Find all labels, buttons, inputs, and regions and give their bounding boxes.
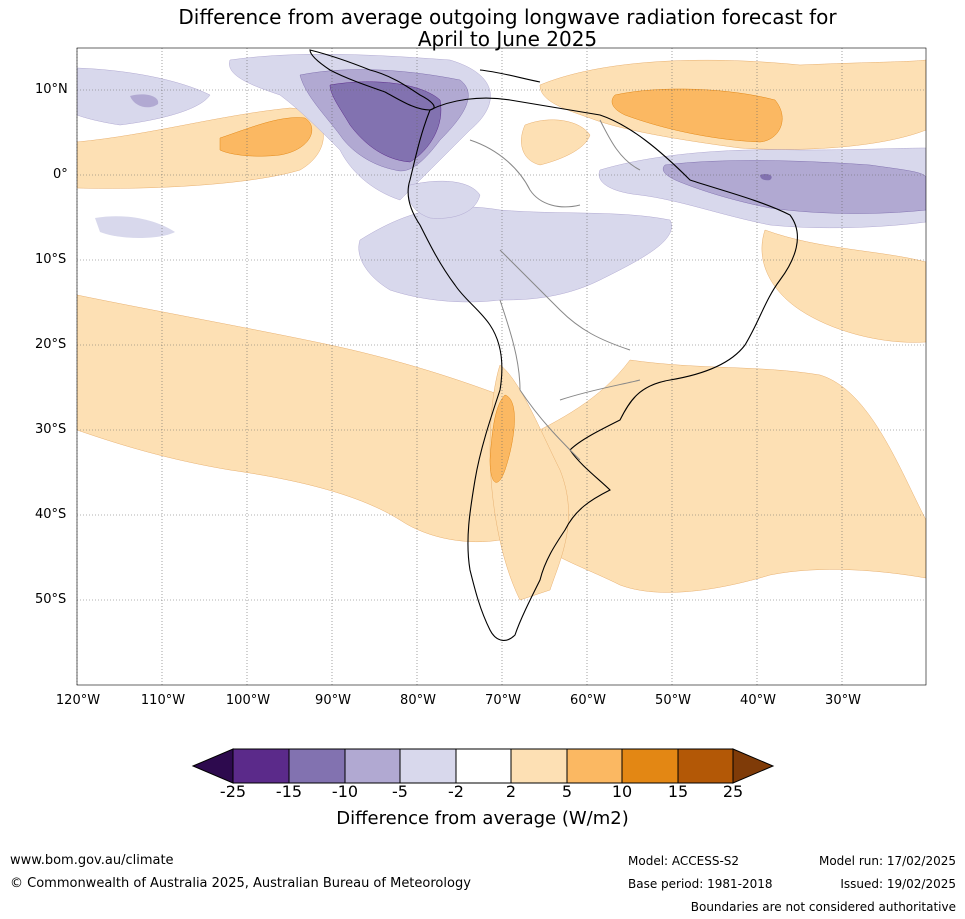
colorbar-tick: -15 <box>275 782 303 801</box>
map-title-line1: Difference from average outgoing longwav… <box>178 5 837 29</box>
footer-model-run: Model run: 17/02/2025 <box>818 854 956 868</box>
colorbar <box>191 748 775 784</box>
lon-label: 90°W <box>315 693 351 708</box>
caribbean-coastline <box>479 69 541 83</box>
colorbar-tick: -10 <box>331 782 359 801</box>
negative-anomaly-strong-colombia <box>329 81 442 163</box>
negative-anomaly-patch-north-pacific <box>130 94 159 108</box>
lon-label: 80°W <box>400 693 436 708</box>
colorbar-tick: 10 <box>611 782 633 801</box>
colorbar-bin <box>510 748 568 784</box>
footer-model: Model: ACCESS-S2 <box>628 854 740 868</box>
lat-label: 40°S <box>35 507 67 522</box>
lon-label: 60°W <box>570 693 606 708</box>
colorbar-bin <box>455 748 512 784</box>
map-frame <box>76 47 927 686</box>
negative-anomaly-region-amazon <box>358 206 672 303</box>
footer-url[interactable]: www.bom.gov.au/climate <box>10 853 174 868</box>
footer-copyright: © Commonwealth of Australia 2025, Austra… <box>10 876 471 891</box>
negative-anomaly-region-west-pacific-south <box>95 216 175 238</box>
colorbar-tick: 5 <box>561 782 573 801</box>
colorbar-bin <box>232 748 290 784</box>
lat-label: 50°S <box>35 592 67 607</box>
lon-label: 30°W <box>825 693 861 708</box>
lat-label: 20°S <box>35 337 67 352</box>
colorbar-bin <box>677 748 734 784</box>
positive-anomaly-core-equatorial-pacific <box>219 117 313 157</box>
colorbar-title: Difference from average (W/m2) <box>336 808 629 829</box>
central-america-coastline <box>309 49 435 111</box>
footer-base-period: Base period: 1981-2018 <box>628 877 773 891</box>
lon-label: 100°W <box>225 693 271 708</box>
colorbar-tick: -5 <box>392 782 408 801</box>
colorbar-extend-high <box>732 748 775 784</box>
positive-anomaly-region-south-atlantic <box>519 359 926 593</box>
lat-label: 30°S <box>35 422 67 437</box>
colorbar-tick: 25 <box>722 782 744 801</box>
lon-label: 120°W <box>55 693 101 708</box>
negative-anomaly-medium-equatorial-atlantic <box>662 160 926 214</box>
lat-label: 10°S <box>35 252 67 267</box>
anomaly-shading <box>77 53 926 601</box>
colorbar-bin <box>399 748 457 784</box>
colorbar-bin <box>288 748 346 784</box>
lon-label: 40°W <box>740 693 776 708</box>
colorbar-bin <box>566 748 623 784</box>
lat-label: 0° <box>53 167 68 182</box>
coastlines <box>309 49 798 641</box>
lon-label: 70°W <box>485 693 521 708</box>
colorbar-bin <box>621 748 679 784</box>
colorbar-bin <box>344 748 401 784</box>
map-title-line2: April to June 2025 <box>417 27 598 51</box>
negative-anomaly-patch-atlantic <box>760 173 772 181</box>
footer-disclaimer: Boundaries are not considered authoritat… <box>690 900 956 914</box>
positive-anomaly-region-atlantic-east <box>761 229 926 343</box>
positive-anomaly-region-south-pacific <box>77 294 501 543</box>
colorbar-tick: 15 <box>667 782 689 801</box>
country-borders <box>469 119 641 461</box>
footer-issued: Issued: 19/02/2025 <box>840 877 956 891</box>
colorbar-extend-low <box>191 748 234 784</box>
negative-anomaly-region-east-pacific <box>408 180 481 219</box>
positive-anomaly-region-venezuela <box>521 119 591 166</box>
colorbar-tick: -25 <box>219 782 247 801</box>
lon-label: 50°W <box>655 693 691 708</box>
lat-label: 10°N <box>35 82 68 97</box>
positive-anomaly-core-north-atlantic <box>611 88 783 143</box>
south-america-coastline <box>407 97 798 641</box>
lon-label: 110°W <box>140 693 186 708</box>
colorbar-tick: 2 <box>505 782 517 801</box>
colorbar-tick: -2 <box>448 782 464 801</box>
